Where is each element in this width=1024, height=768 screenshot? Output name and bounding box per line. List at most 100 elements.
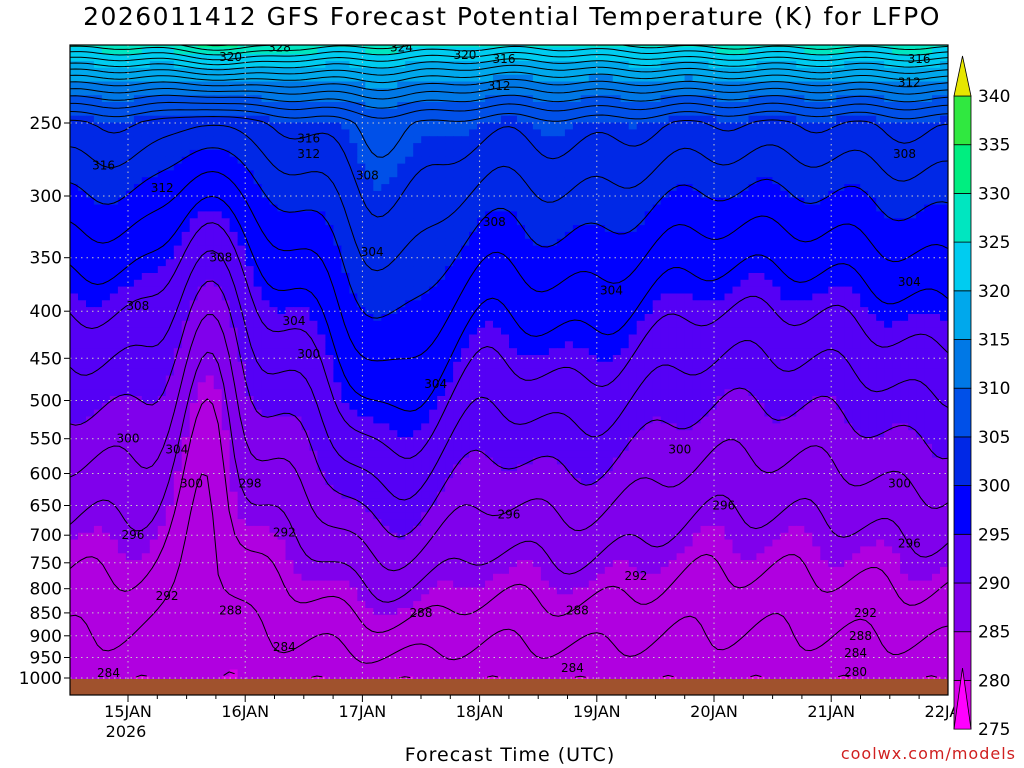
field-cell xyxy=(684,293,694,301)
field-cell xyxy=(237,300,247,308)
field-cell xyxy=(676,231,686,240)
field-cell xyxy=(205,156,215,165)
field-cell xyxy=(668,177,678,185)
field-cell xyxy=(125,170,135,178)
field-cell xyxy=(429,231,438,240)
field-cell xyxy=(525,156,534,165)
field-cell xyxy=(221,252,231,260)
field-cell xyxy=(532,273,542,281)
field-cell xyxy=(189,170,199,178)
field-cell xyxy=(397,259,406,267)
field-cell xyxy=(828,54,837,62)
field-cell xyxy=(628,95,638,103)
field-cell xyxy=(165,334,175,342)
field-cell xyxy=(485,81,494,89)
field-cell xyxy=(860,67,869,76)
field-cell xyxy=(421,115,430,124)
field-cell xyxy=(221,320,231,329)
field-cell xyxy=(748,266,758,274)
field-cell xyxy=(828,252,837,260)
field-cell xyxy=(118,34,127,41)
field-cell xyxy=(341,293,350,301)
field-cell xyxy=(908,61,917,69)
field-cell xyxy=(820,190,829,199)
field-cell xyxy=(205,122,215,130)
field-cell xyxy=(221,156,231,165)
field-cell xyxy=(133,320,143,329)
field-cell xyxy=(341,95,350,103)
field-cell xyxy=(469,177,478,185)
field-cell xyxy=(133,47,143,55)
field-cell xyxy=(844,293,853,301)
field-cell xyxy=(78,211,87,219)
field-cell xyxy=(892,218,901,226)
field-cell xyxy=(477,108,486,117)
field-cell xyxy=(836,238,845,247)
field-cell xyxy=(117,314,127,322)
field-cell xyxy=(429,273,438,281)
field-cell xyxy=(501,136,510,144)
field-cell xyxy=(604,122,614,130)
field-cell xyxy=(301,266,311,274)
field-cell xyxy=(572,273,582,281)
field-cell xyxy=(125,61,135,69)
field-cell xyxy=(820,149,829,158)
field-cell xyxy=(237,238,247,247)
field-cell xyxy=(804,204,813,212)
field-cell xyxy=(620,252,630,260)
field-cell xyxy=(532,218,542,226)
field-cell xyxy=(892,47,901,55)
field-cell xyxy=(796,231,805,240)
field-cell xyxy=(237,314,247,322)
field-cell xyxy=(796,273,805,281)
field-cell xyxy=(764,300,773,308)
field-cell xyxy=(253,279,263,288)
field-cell xyxy=(125,245,135,253)
field-cell xyxy=(205,184,215,192)
field-cell xyxy=(389,279,398,288)
field-cell xyxy=(421,334,430,342)
field-cell xyxy=(141,327,151,336)
field-cell xyxy=(397,300,406,308)
field-cell xyxy=(892,279,901,288)
field-cell xyxy=(245,320,255,329)
field-cell xyxy=(908,218,917,226)
field-cell xyxy=(93,122,103,130)
field-cell xyxy=(453,225,462,233)
field-cell xyxy=(357,218,366,226)
field-cell xyxy=(652,170,662,178)
field-cell xyxy=(445,34,454,41)
field-cell xyxy=(93,67,103,76)
field-cell xyxy=(165,266,175,274)
field-cell xyxy=(157,47,167,55)
field-cell xyxy=(317,252,326,260)
field-cell xyxy=(229,156,239,165)
field-cell xyxy=(852,102,861,110)
field-cell xyxy=(724,300,734,308)
field-cell xyxy=(692,259,702,267)
field-cell xyxy=(189,266,199,274)
field-cell xyxy=(564,45,574,48)
field-cell xyxy=(101,190,111,199)
field-cell xyxy=(325,225,334,233)
field-cell xyxy=(477,190,486,199)
field-cell xyxy=(317,320,326,329)
field-cell xyxy=(286,34,295,41)
field-cell xyxy=(836,170,845,178)
field-cell xyxy=(349,108,358,117)
field-cell xyxy=(509,300,518,308)
field-cell xyxy=(293,314,303,322)
field-cell xyxy=(421,286,430,294)
field-cell xyxy=(437,245,446,253)
field-cell xyxy=(341,163,350,171)
field-cell xyxy=(237,177,247,185)
field-cell xyxy=(461,286,470,294)
field-cell xyxy=(540,259,550,267)
field-cell xyxy=(556,149,566,158)
field-cell xyxy=(820,74,829,83)
field-cell xyxy=(517,81,526,89)
field-cell xyxy=(916,81,925,89)
field-cell xyxy=(868,204,877,212)
field-cell xyxy=(628,231,638,240)
field-cell xyxy=(684,129,694,137)
